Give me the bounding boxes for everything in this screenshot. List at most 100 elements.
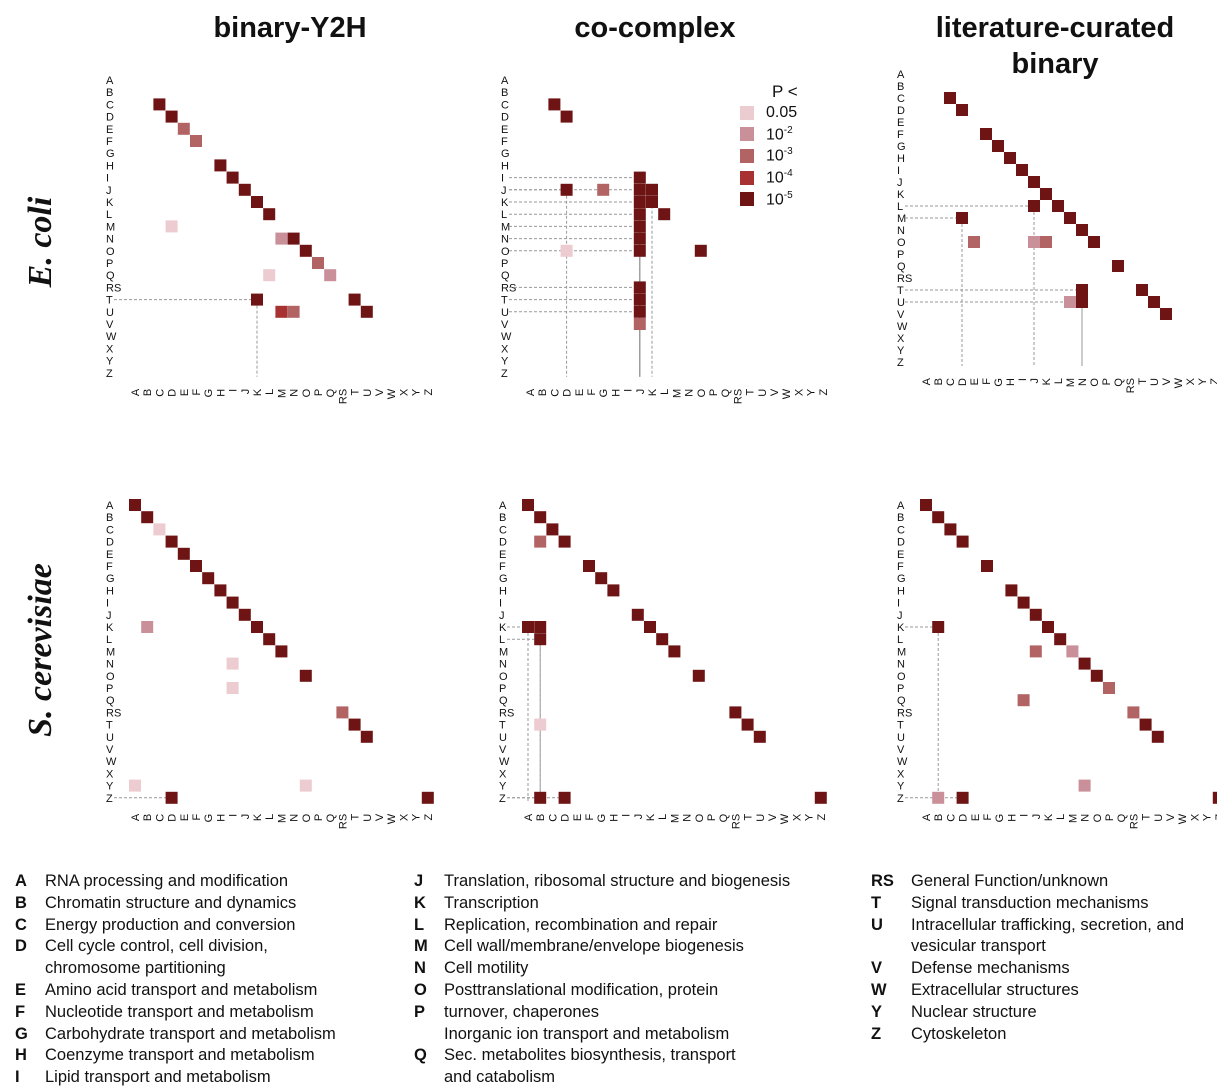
cell-z-z: [814, 791, 827, 804]
cell-a-a: [522, 499, 534, 511]
row-label-u: U: [106, 307, 114, 319]
p-legend-swatch: [740, 148, 754, 163]
legend-code: T: [871, 893, 882, 912]
legend-code: W: [871, 980, 887, 999]
cell-v-j: [633, 318, 646, 330]
row-label-g: G: [106, 573, 115, 585]
cell-c-c: [153, 98, 166, 111]
row-label-t: T: [897, 720, 904, 732]
legend-code: J: [414, 872, 424, 890]
row-label-h: H: [106, 160, 114, 172]
col-label-v: V: [374, 388, 386, 396]
row-label-w: W: [499, 756, 510, 768]
legend-description: Cell motility: [444, 959, 529, 978]
cell-m-m: [275, 645, 288, 658]
row-label-k: K: [501, 197, 509, 209]
col-label-c: C: [547, 814, 559, 822]
row-label-e: E: [499, 549, 506, 561]
row-label-h: H: [499, 585, 507, 597]
row-label-o: O: [897, 237, 906, 249]
row-label-w: W: [106, 756, 117, 768]
col-label-w: W: [779, 813, 791, 824]
row-label-v: V: [106, 744, 114, 756]
row-label-v: V: [499, 744, 507, 756]
row-label-v: V: [897, 309, 905, 321]
cell-u-u: [1151, 730, 1164, 743]
col-label-j: J: [240, 814, 252, 820]
row-label-j: J: [897, 610, 903, 622]
legend-code: B: [15, 893, 27, 912]
cell-y-n: [1078, 779, 1091, 792]
cell-k-k: [1042, 621, 1054, 633]
col-label-p: P: [1101, 378, 1113, 385]
row-label-b: B: [106, 87, 113, 99]
cell-j-j: [1029, 608, 1042, 621]
col-label-q: Q: [720, 388, 732, 397]
cell-o-j: [1028, 236, 1040, 248]
legend-entry: RS General Function/unknown: [871, 871, 1216, 893]
row-label-w: W: [106, 331, 117, 343]
row-label-a: A: [106, 500, 114, 512]
row-label-p: P: [897, 249, 904, 261]
row-label-t: T: [106, 720, 113, 732]
cell-o-j: [633, 244, 646, 257]
row-label-v: V: [501, 319, 509, 331]
col-label-rs: RS: [732, 389, 744, 404]
cell-t-t: [1136, 284, 1148, 296]
row-label-b: B: [501, 87, 508, 99]
row-label-j: J: [106, 185, 112, 197]
p-value-legend: P < 0.05 10-2 10-3 10-4 10-5: [740, 82, 798, 210]
legend-description: vesicular transport: [911, 937, 1046, 956]
cell-g-g: [992, 140, 1004, 152]
cell-d-d: [956, 535, 969, 548]
legend-code: P: [414, 1002, 426, 1021]
row-label-n: N: [501, 234, 509, 246]
legend-entry: W Extracellular structures: [871, 980, 1216, 1002]
row-label-o: O: [106, 671, 115, 683]
cell-u-u: [360, 305, 373, 318]
row-label-f: F: [501, 136, 508, 148]
p-legend-entry: 0.05: [740, 102, 798, 124]
col-label-i: I: [228, 814, 240, 817]
legend-description: Cell cycle control, cell division,: [45, 937, 268, 956]
cell-f-f: [583, 560, 595, 572]
cell-m-j: [633, 220, 646, 233]
cell-u-u: [1148, 296, 1160, 308]
row-label-t: T: [897, 285, 904, 297]
cell-a-a: [920, 499, 932, 511]
legend-entry: F Nucleotide transport and metabolism: [15, 1002, 395, 1024]
cell-z-d: [956, 791, 969, 804]
row-label-z: Z: [897, 793, 904, 805]
cell-i-i: [1017, 596, 1030, 609]
cell-u-u: [360, 730, 373, 743]
cell-b-b: [534, 511, 547, 524]
col-label-w: W: [386, 813, 398, 824]
col-label-e: E: [179, 389, 191, 396]
row-label-c: C: [106, 524, 114, 536]
p-legend-label: 10-4: [766, 167, 793, 187]
cell-o-o: [694, 244, 707, 257]
row-label-o: O: [499, 671, 508, 683]
col-label-n: N: [1080, 814, 1092, 822]
legend-description: RNA processing and modification: [45, 872, 289, 890]
column-title-literature-curated-binary: literature-curated binary: [935, 12, 1175, 80]
row-label-v: V: [106, 319, 114, 331]
cell-h-h: [1005, 584, 1018, 597]
col-label-e: E: [574, 389, 586, 396]
row-label-d: D: [106, 112, 114, 124]
row-label-q: Q: [106, 695, 115, 707]
cell-o-o: [1088, 236, 1100, 248]
row-label-f: F: [106, 561, 113, 573]
p-legend-label: 10-2: [766, 124, 793, 144]
cell-n-i: [226, 657, 239, 670]
row-label-k: K: [897, 622, 905, 634]
row-label-n: N: [499, 659, 507, 671]
cell-n-n: [1078, 657, 1091, 670]
cell-l-b: [534, 633, 547, 646]
row-label-rs: RS: [501, 282, 516, 294]
row-label-i: I: [501, 173, 504, 185]
legend-entry: U Intracellular trafficking, secretion, a…: [871, 915, 1216, 937]
legend-code: RS: [871, 872, 894, 890]
